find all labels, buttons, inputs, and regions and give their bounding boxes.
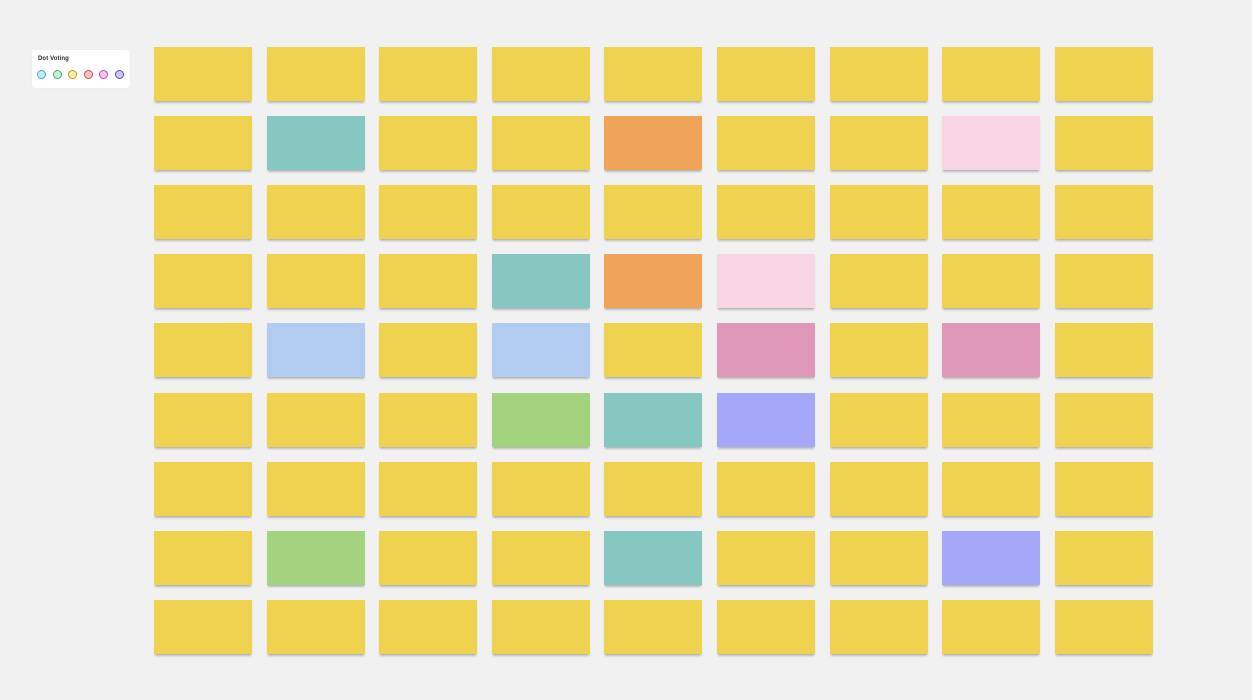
sticky-note-yellow[interactable] [942,599,1041,654]
sticky-note-yellow[interactable] [266,392,365,447]
sticky-note-yellow[interactable] [717,461,815,516]
sticky-note-green[interactable] [491,392,590,447]
sticky-note-yellow[interactable] [1054,47,1153,101]
sticky-note-magenta[interactable] [717,323,815,378]
sticky-note-yellow[interactable] [942,461,1041,516]
sticky-note-yellow[interactable] [379,461,478,516]
sticky-note-teal[interactable] [604,392,703,447]
dot-voting-panel: Dot Voting [32,50,130,88]
sticky-note-yellow[interactable] [942,254,1041,309]
sticky-note-yellow[interactable] [154,323,252,378]
sticky-note-yellow[interactable] [379,599,478,654]
sticky-note-yellow[interactable] [491,185,590,240]
sticky-note-yellow[interactable] [717,530,815,585]
sticky-note-yellow[interactable] [829,47,928,101]
sticky-note-yellow[interactable] [266,599,365,654]
sticky-note-yellow[interactable] [604,185,703,240]
sticky-note-yellow[interactable] [379,254,478,309]
sticky-note-yellow[interactable] [379,116,478,171]
sticky-note-yellow[interactable] [1054,116,1153,171]
sticky-note-blue[interactable] [266,323,365,378]
sticky-note-yellow[interactable] [942,185,1041,240]
sticky-note-yellow[interactable] [154,392,252,447]
sticky-note-yellow[interactable] [717,599,815,654]
sticky-note-yellow[interactable] [829,461,928,516]
sticky-note-yellow[interactable] [491,599,590,654]
sticky-note-yellow[interactable] [604,47,703,101]
sticky-note-yellow[interactable] [266,254,365,309]
sticky-note-yellow[interactable] [491,530,590,585]
sticky-note-orange[interactable] [604,254,703,309]
sticky-note-yellow[interactable] [942,47,1041,101]
sticky-note-yellow[interactable] [1054,185,1153,240]
sticky-note-light-pink[interactable] [717,254,815,309]
sticky-note-yellow[interactable] [379,185,478,240]
voting-dots-row [37,70,124,79]
sticky-note-yellow[interactable] [1054,323,1153,378]
sticky-note-yellow[interactable] [154,461,252,516]
voting-dot-red[interactable] [83,70,93,79]
sticky-note-yellow[interactable] [717,47,815,101]
sticky-note-yellow[interactable] [266,47,365,101]
sticky-note-yellow[interactable] [154,185,252,240]
sticky-note-yellow[interactable] [379,323,478,378]
sticky-note-yellow[interactable] [154,116,252,171]
sticky-note-blue[interactable] [491,323,590,378]
sticky-note-yellow[interactable] [1054,461,1153,516]
sticky-note-teal[interactable] [266,116,365,171]
voting-dot-cyan[interactable] [37,70,46,79]
sticky-note-yellow[interactable] [491,461,590,516]
sticky-note-yellow[interactable] [491,116,590,171]
sticky-note-yellow[interactable] [379,392,478,447]
sticky-note-yellow[interactable] [717,185,815,240]
voting-dot-green[interactable] [52,70,62,79]
sticky-note-periwinkle[interactable] [942,530,1041,585]
sticky-note-yellow[interactable] [1054,530,1153,585]
sticky-note-yellow[interactable] [154,47,252,101]
sticky-note-yellow[interactable] [154,530,252,585]
sticky-note-yellow[interactable] [829,185,928,240]
voting-dot-purple[interactable] [114,70,124,79]
sticky-note-orange[interactable] [604,116,703,171]
sticky-note-yellow[interactable] [604,461,703,516]
sticky-note-yellow[interactable] [829,599,928,654]
sticky-note-yellow[interactable] [266,185,365,240]
sticky-note-yellow[interactable] [266,461,365,516]
sticky-note-magenta[interactable] [942,323,1041,378]
sticky-note-yellow[interactable] [829,254,928,309]
voting-dot-yellow[interactable] [68,70,78,79]
sticky-note-yellow[interactable] [942,392,1041,447]
sticky-note-yellow[interactable] [154,599,252,654]
sticky-note-periwinkle[interactable] [717,392,815,447]
voting-dot-pink[interactable] [99,70,109,79]
sticky-note-yellow[interactable] [379,530,478,585]
sticky-note-yellow[interactable] [717,116,815,171]
sticky-note-yellow[interactable] [829,116,928,171]
sticky-note-teal[interactable] [491,254,590,309]
sticky-note-green[interactable] [266,530,365,585]
sticky-note-yellow[interactable] [1054,599,1153,654]
sticky-note-yellow[interactable] [829,323,928,378]
sticky-note-yellow[interactable] [829,530,928,585]
sticky-note-yellow[interactable] [1054,392,1153,447]
sticky-note-yellow[interactable] [829,392,928,447]
sticky-note-yellow[interactable] [1054,254,1153,309]
sticky-note-yellow[interactable] [604,323,703,378]
sticky-note-light-pink[interactable] [942,116,1041,171]
sticky-note-yellow[interactable] [379,47,478,101]
dot-voting-title: Dot Voting [38,56,69,62]
sticky-note-teal[interactable] [604,530,703,585]
sticky-note-yellow[interactable] [604,599,703,654]
sticky-note-yellow[interactable] [154,254,252,309]
sticky-note-yellow[interactable] [491,47,590,101]
